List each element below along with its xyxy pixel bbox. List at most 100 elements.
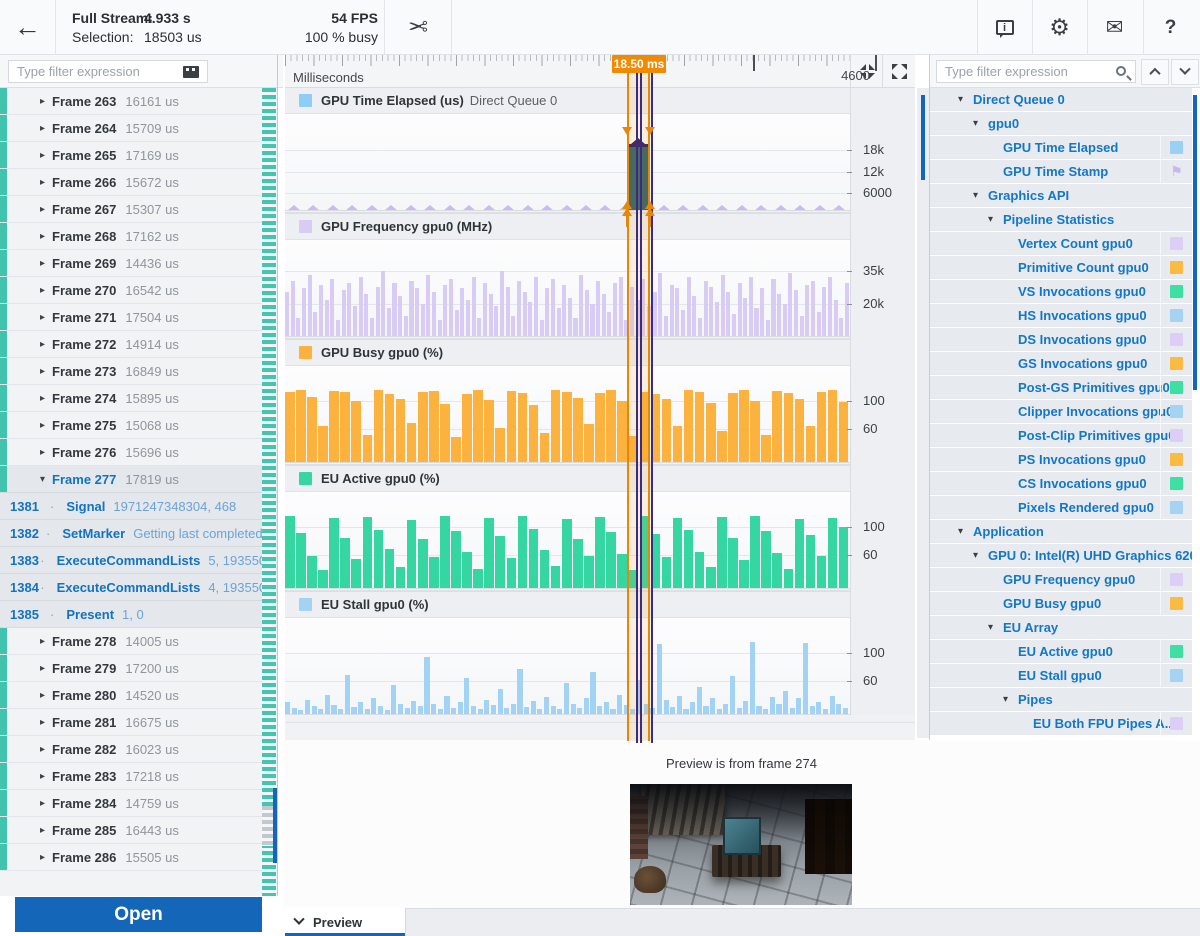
tree-metric-row[interactable]: VS Invocations gpu0 bbox=[930, 280, 1192, 303]
frame-row[interactable]: ▸Frame 27615696 us bbox=[0, 439, 277, 466]
tree-group-row[interactable]: ▾GPU 0: Intel(R) UHD Graphics 620 bbox=[930, 544, 1192, 567]
tree-swatch-cell[interactable] bbox=[1160, 280, 1192, 303]
tree-group-row[interactable]: ▾Pipes bbox=[930, 688, 1192, 711]
tree-metric-row[interactable]: Post-GS Primitives gpu0 bbox=[930, 376, 1192, 399]
tree-metric-row[interactable]: Primitive Count gpu0 bbox=[930, 256, 1192, 279]
tree-expander-icon[interactable]: ▾ bbox=[958, 526, 963, 537]
timeline-selection-region[interactable] bbox=[627, 73, 650, 741]
back-button[interactable]: ← bbox=[0, 0, 56, 55]
tree-swatch-cell[interactable] bbox=[1160, 256, 1192, 279]
chart-plot[interactable] bbox=[285, 114, 850, 211]
frame-expander-icon[interactable]: ▸ bbox=[40, 150, 45, 161]
frame-row[interactable]: ▸Frame 28116675 us bbox=[0, 709, 277, 736]
frame-expander-icon[interactable]: ▸ bbox=[40, 339, 45, 350]
tree-swatch-cell[interactable] bbox=[1160, 712, 1192, 735]
frame-row[interactable]: ▸Frame 27214914 us bbox=[0, 331, 277, 358]
selection-time-badge[interactable]: 18.50 ms bbox=[612, 55, 666, 73]
frame-expander-icon[interactable]: ▸ bbox=[40, 636, 45, 647]
frame-expander-icon[interactable]: ▸ bbox=[40, 204, 45, 215]
feedback-button[interactable]: ✉ bbox=[1087, 0, 1142, 55]
event-row[interactable]: 1381·Signal1971247348304, 468 bbox=[0, 493, 277, 520]
frame-expander-icon[interactable]: ▸ bbox=[40, 447, 45, 458]
tree-swatch-cell[interactable] bbox=[1160, 136, 1192, 159]
chart-plot[interactable] bbox=[285, 366, 850, 463]
tree-expander-icon[interactable]: ▾ bbox=[973, 190, 978, 201]
tree-expander-icon[interactable]: ▾ bbox=[973, 550, 978, 561]
frame-row[interactable]: ▸Frame 27415895 us bbox=[0, 385, 277, 412]
frame-expander-icon[interactable]: ▸ bbox=[40, 717, 45, 728]
frame-expander-icon[interactable]: ▸ bbox=[40, 663, 45, 674]
selection-handle-top-left[interactable] bbox=[622, 127, 632, 135]
frame-expander-icon[interactable]: ▾ bbox=[40, 474, 45, 485]
frame-row[interactable]: ▸Frame 28615505 us bbox=[0, 844, 277, 871]
tree-metric-row[interactable]: EU Active gpu0 bbox=[930, 640, 1192, 663]
metric-filter-input[interactable]: Type filter expression bbox=[936, 60, 1136, 83]
tree-swatch-cell[interactable] bbox=[1160, 496, 1192, 519]
help-button[interactable]: ? bbox=[1143, 0, 1198, 55]
tree-metric-row[interactable]: Vertex Count gpu0 bbox=[930, 232, 1192, 255]
info-button[interactable]: i bbox=[977, 0, 1032, 55]
frame-expander-icon[interactable]: ▸ bbox=[40, 744, 45, 755]
frame-row[interactable]: ▸Frame 27515068 us bbox=[0, 412, 277, 439]
event-row[interactable]: 1383·ExecuteCommandLists5, 193550... bbox=[0, 547, 277, 574]
frame-expander-icon[interactable]: ▸ bbox=[40, 312, 45, 323]
tree-expander-icon[interactable]: ▾ bbox=[958, 94, 963, 105]
tree-swatch-cell[interactable] bbox=[1160, 424, 1192, 447]
charts-scrollbar-thumb[interactable] bbox=[921, 95, 925, 180]
settings-button[interactable]: ⚙ bbox=[1032, 0, 1087, 55]
frame-row[interactable]: ▸Frame 26316161 us bbox=[0, 88, 277, 115]
frame-expander-icon[interactable]: ▸ bbox=[40, 258, 45, 269]
tree-metric-row[interactable]: EU Stall gpu0 bbox=[930, 664, 1192, 687]
frame-row[interactable]: ▸Frame 26715307 us bbox=[0, 196, 277, 223]
tree-expander-icon[interactable]: ▾ bbox=[973, 118, 978, 129]
event-row[interactable]: 1382·SetMarkerGetting last completed ... bbox=[0, 520, 277, 547]
tree-metric-row[interactable]: GPU Busy gpu0 bbox=[930, 592, 1192, 615]
tree-expander-icon[interactable]: ▾ bbox=[988, 622, 993, 633]
selection-handle-top-right[interactable] bbox=[645, 127, 655, 135]
tree-swatch-cell[interactable] bbox=[1160, 640, 1192, 663]
frame-row[interactable]: ▸Frame 28014520 us bbox=[0, 682, 277, 709]
tree-swatch-cell[interactable] bbox=[1160, 592, 1192, 615]
frame-expander-icon[interactable]: ▸ bbox=[40, 393, 45, 404]
tree-metric-row[interactable]: Pixels Rendered gpu0 bbox=[930, 496, 1192, 519]
frame-expander-icon[interactable]: ▸ bbox=[40, 123, 45, 134]
frame-expander-icon[interactable]: ▸ bbox=[40, 852, 45, 863]
tree-metric-row[interactable]: GPU Frequency gpu0 bbox=[930, 568, 1192, 591]
frame-row[interactable]: ▸Frame 27316849 us bbox=[0, 358, 277, 385]
tree-swatch-cell[interactable] bbox=[1160, 400, 1192, 423]
tree-metric-row[interactable]: DS Invocations gpu0 bbox=[930, 328, 1192, 351]
chart-plot[interactable] bbox=[285, 492, 850, 589]
open-button[interactable]: Open bbox=[15, 897, 262, 932]
left-filter-input[interactable]: Type filter expression bbox=[8, 60, 208, 83]
frame-expander-icon[interactable]: ▸ bbox=[40, 420, 45, 431]
frame-row[interactable]: ▸Frame 26914436 us bbox=[0, 250, 277, 277]
tree-swatch-cell[interactable] bbox=[1160, 304, 1192, 327]
preview-tab[interactable]: Preview bbox=[283, 908, 405, 936]
frame-expander-icon[interactable]: ▸ bbox=[40, 798, 45, 809]
tree-metric-row[interactable]: Clipper Invocations gpu0 bbox=[930, 400, 1192, 423]
tree-metric-row[interactable]: PS Invocations gpu0 bbox=[930, 448, 1192, 471]
metric-next-button[interactable] bbox=[1171, 59, 1199, 85]
frame-expander-icon[interactable]: ▸ bbox=[40, 177, 45, 188]
frame-row[interactable]: ▸Frame 27016542 us bbox=[0, 277, 277, 304]
charts-vertical-scrollbar[interactable] bbox=[917, 88, 929, 738]
frame-row[interactable]: ▸Frame 28317218 us bbox=[0, 763, 277, 790]
frame-expander-icon[interactable]: ▸ bbox=[40, 285, 45, 296]
frame-expander-icon[interactable]: ▸ bbox=[40, 231, 45, 242]
tree-swatch-cell[interactable] bbox=[1160, 232, 1192, 255]
timeline-horizontal-scrollbar[interactable] bbox=[285, 722, 915, 739]
tree-metric-row[interactable]: Post-Clip Primitives gpu0 bbox=[930, 424, 1192, 447]
tree-swatch-cell[interactable] bbox=[1160, 352, 1192, 375]
tree-swatch-cell[interactable] bbox=[1160, 448, 1192, 471]
frame-expander-icon[interactable]: ▸ bbox=[40, 690, 45, 701]
timeline-ruler[interactable]: Milliseconds 18.50 ms 46004800 bbox=[285, 55, 915, 88]
tree-metric-row[interactable]: GS Invocations gpu0 bbox=[930, 352, 1192, 375]
tree-metric-row[interactable]: GPU Time Elapsed bbox=[930, 136, 1192, 159]
tree-swatch-cell[interactable] bbox=[1160, 328, 1192, 351]
tree-metric-row[interactable]: HS Invocations gpu0 bbox=[930, 304, 1192, 327]
chart-plot[interactable] bbox=[285, 618, 850, 715]
chart-plot[interactable] bbox=[285, 240, 850, 337]
trim-button[interactable]: ✂ bbox=[385, 0, 451, 55]
zoom-to-fit-button[interactable] bbox=[882, 55, 915, 88]
tree-expander-icon[interactable]: ▾ bbox=[1003, 694, 1008, 705]
